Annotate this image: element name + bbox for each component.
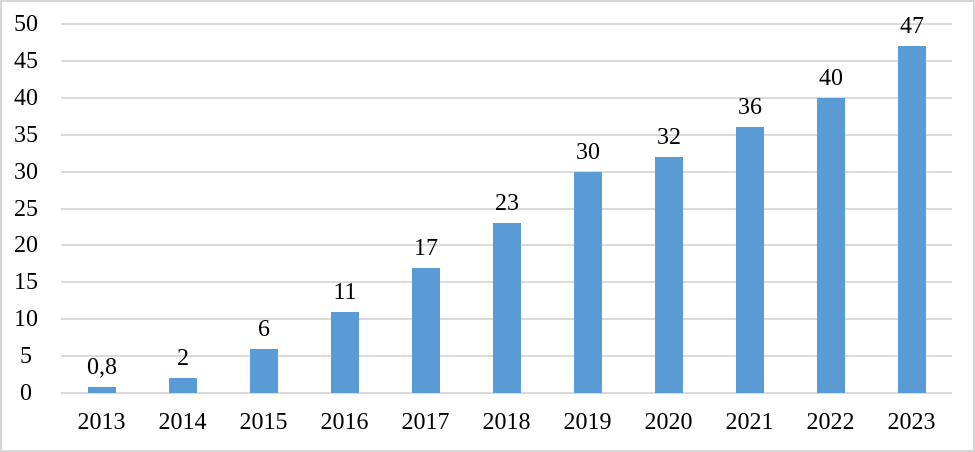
bar-2016 xyxy=(331,312,359,393)
y-tick-label: 45 xyxy=(14,48,38,74)
x-tick-label: 2016 xyxy=(320,409,369,435)
y-tick-label: 5 xyxy=(20,343,32,369)
bar-2019 xyxy=(574,172,602,393)
x-tick-label: 2019 xyxy=(563,409,612,435)
x-tick-label: 2017 xyxy=(401,409,450,435)
x-tick-label: 2015 xyxy=(239,409,288,435)
bar-value-label: 0,8 xyxy=(87,354,117,380)
bar-value-label: 6 xyxy=(258,316,270,342)
y-tick-label: 0 xyxy=(20,380,32,406)
bar-value-label: 17 xyxy=(414,235,438,261)
y-tick-label: 10 xyxy=(14,306,38,332)
y-tick-label: 20 xyxy=(14,232,38,258)
bar-2014 xyxy=(169,378,197,393)
x-tick-label: 2013 xyxy=(77,409,126,435)
gridline xyxy=(61,171,952,173)
gridline xyxy=(61,134,952,136)
gridline xyxy=(61,97,952,99)
bar-2015 xyxy=(250,349,278,393)
y-axis-labels: 0 5 10 15 20 25 30 35 40 45 50 xyxy=(2,11,50,406)
gridline xyxy=(61,23,952,25)
bar-value-label: 30 xyxy=(576,139,600,165)
y-tick-label: 50 xyxy=(14,11,38,37)
bar-value-label: 47 xyxy=(900,13,924,39)
gridline xyxy=(61,392,952,394)
y-tick-label: 25 xyxy=(14,196,38,222)
gridline xyxy=(61,60,952,62)
bar-value-label: 32 xyxy=(657,124,681,150)
bar-2017 xyxy=(412,268,440,393)
bar-value-label: 36 xyxy=(738,94,762,120)
bar-2021 xyxy=(736,127,764,393)
gridline xyxy=(61,208,952,210)
x-tick-label: 2018 xyxy=(482,409,531,435)
bar-2022 xyxy=(817,98,845,393)
bar-2013 xyxy=(88,387,116,393)
x-tick-label: 2023 xyxy=(887,409,936,435)
bar-value-label: 11 xyxy=(333,279,357,305)
y-tick-label: 40 xyxy=(14,85,38,111)
x-tick-label: 2021 xyxy=(725,409,774,435)
x-tick-label: 2020 xyxy=(644,409,693,435)
y-tick-label: 35 xyxy=(14,122,38,148)
bar-value-label: 40 xyxy=(819,65,843,91)
x-tick-label: 2022 xyxy=(806,409,855,435)
bar-2023 xyxy=(898,46,926,393)
x-tick-label: 2014 xyxy=(158,409,207,435)
y-tick-label: 30 xyxy=(14,159,38,185)
y-tick-label: 15 xyxy=(14,269,38,295)
plot-area: 0,8 2 6 11 17 23 30 32 36 40 47 xyxy=(61,13,952,394)
bar-2018 xyxy=(493,223,521,393)
x-axis-labels: 2013 2014 2015 2016 2017 2018 2019 2020 2021 2022… xyxy=(61,405,952,439)
bar-value-label: 23 xyxy=(495,190,519,216)
bar-2020 xyxy=(655,157,683,393)
bar-value-label: 2 xyxy=(177,345,189,371)
